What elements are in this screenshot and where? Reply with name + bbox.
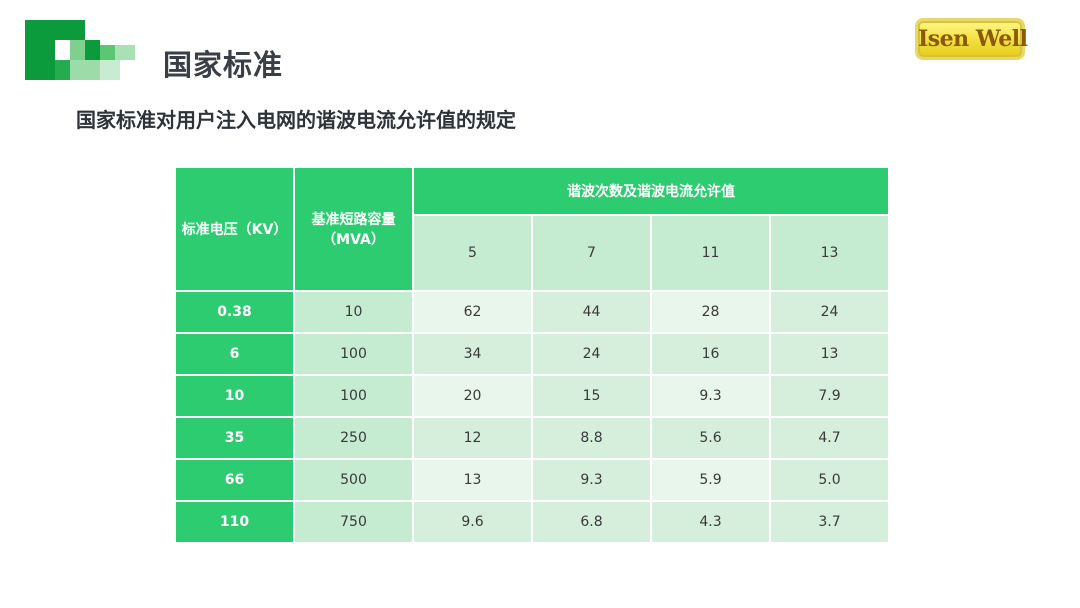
value-cell: 5.6 xyxy=(650,416,771,460)
table-row: 35 250 12 8.8 5.6 4.7 xyxy=(174,416,890,460)
decorative-logo-squares xyxy=(0,0,140,82)
value-cell: 9.6 xyxy=(412,500,533,544)
value-cell: 8.8 xyxy=(531,416,652,460)
table-row: 110 750 9.6 6.8 4.3 3.7 xyxy=(174,500,890,544)
brand-logo: Isen Well xyxy=(915,18,1028,60)
value-cell: 15 xyxy=(531,374,652,418)
header-order-7: 7 xyxy=(531,214,652,292)
voltage-cell: 10 xyxy=(174,374,295,418)
capacity-cell: 750 xyxy=(293,500,414,544)
value-cell: 62 xyxy=(412,290,533,334)
header-harmonics: 谐波次数及谐波电流允许值 xyxy=(412,166,890,216)
header-voltage: 标准电压（KV） xyxy=(174,166,295,292)
value-cell: 7.9 xyxy=(769,374,890,418)
capacity-cell: 250 xyxy=(293,416,414,460)
value-cell: 28 xyxy=(650,290,771,334)
page-subtitle: 国家标准对用户注入电网的谐波电流允许值的规定 xyxy=(76,108,516,132)
header-order-11: 11 xyxy=(650,214,771,292)
table-row: 6 100 34 24 16 13 xyxy=(174,332,890,376)
value-cell: 44 xyxy=(531,290,652,334)
value-cell: 3.7 xyxy=(769,500,890,544)
capacity-cell: 10 xyxy=(293,290,414,334)
value-cell: 16 xyxy=(650,332,771,376)
value-cell: 13 xyxy=(412,458,533,502)
voltage-cell: 0.38 xyxy=(174,290,295,334)
value-cell: 4.3 xyxy=(650,500,771,544)
header-capacity: 基准短路容量 （MVA） xyxy=(293,166,414,292)
voltage-cell: 35 xyxy=(174,416,295,460)
voltage-cell: 66 xyxy=(174,458,295,502)
voltage-cell: 110 xyxy=(174,500,295,544)
header-capacity-line1: 基准短路容量 xyxy=(311,212,396,228)
value-cell: 5.9 xyxy=(650,458,771,502)
harmonic-standard-table: 标准电压（KV） 基准短路容量 （MVA） 谐波次数及谐波电流允许值 5 7 1… xyxy=(174,166,890,544)
value-cell: 9.3 xyxy=(650,374,771,418)
value-cell: 20 xyxy=(412,374,533,418)
header-order-13: 13 xyxy=(769,214,890,292)
table-row: 0.38 10 62 44 28 24 xyxy=(174,290,890,334)
capacity-cell: 100 xyxy=(293,374,414,418)
value-cell: 9.3 xyxy=(531,458,652,502)
table-row: 10 100 20 15 9.3 7.9 xyxy=(174,374,890,418)
value-cell: 24 xyxy=(531,332,652,376)
capacity-cell: 100 xyxy=(293,332,414,376)
capacity-cell: 500 xyxy=(293,458,414,502)
value-cell: 6.8 xyxy=(531,500,652,544)
value-cell: 5.0 xyxy=(769,458,890,502)
value-cell: 24 xyxy=(769,290,890,334)
value-cell: 34 xyxy=(412,332,533,376)
header-capacity-line2: （MVA） xyxy=(322,232,385,248)
value-cell: 4.7 xyxy=(769,416,890,460)
value-cell: 12 xyxy=(412,416,533,460)
page-title: 国家标准 xyxy=(163,48,284,82)
table-row: 66 500 13 9.3 5.9 5.0 xyxy=(174,458,890,502)
voltage-cell: 6 xyxy=(174,332,295,376)
header-order-5: 5 xyxy=(412,214,533,292)
value-cell: 13 xyxy=(769,332,890,376)
